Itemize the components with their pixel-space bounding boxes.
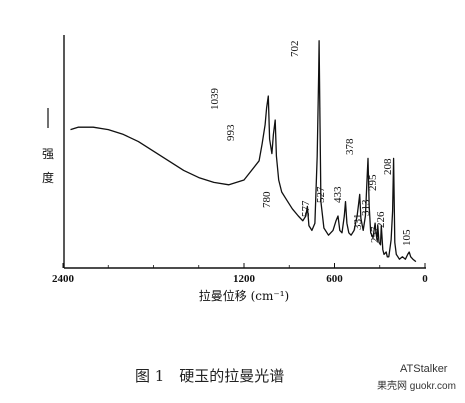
peak-label-433: 433 xyxy=(332,186,344,203)
y-axis-title: 强度 xyxy=(42,147,54,185)
axes xyxy=(47,35,426,269)
peak-label-1039: 1039 xyxy=(209,88,221,111)
x-tick-label: 2400 xyxy=(52,273,75,285)
peak-label-527: 527 xyxy=(315,186,327,203)
watermark-site: 果壳网 guokr.com xyxy=(377,379,456,392)
peak-label-702: 702 xyxy=(289,41,301,58)
figure-caption: 图 1 硬玉的拉曼光谱 xyxy=(135,367,284,385)
peak-label-105: 105 xyxy=(401,229,413,246)
peak-label-257: 257 xyxy=(369,226,381,243)
x-tick-layer: 2400 1200 600 0 xyxy=(52,263,428,285)
peak-label-313: 313 xyxy=(360,199,372,216)
peak-label-993: 993 xyxy=(225,124,237,141)
peak-label-577: 577 xyxy=(300,200,312,217)
peak-label-780: 780 xyxy=(261,191,273,208)
x-tick-label: 0 xyxy=(422,273,428,285)
x-tick-label: 600 xyxy=(326,273,343,285)
x-tick-label: 1200 xyxy=(233,273,256,285)
watermark-user: ATStalker xyxy=(400,363,448,375)
peak-label-295: 295 xyxy=(367,174,379,191)
peak-label-331: 331 xyxy=(352,214,364,231)
peak-label-378: 378 xyxy=(344,138,356,155)
x-axis-title: 拉曼位移 (cm⁻¹) xyxy=(199,288,289,303)
spectrum-line xyxy=(70,40,417,263)
peak-label-208: 208 xyxy=(382,158,394,175)
spectrum-line-layer xyxy=(70,40,417,263)
peak-label-226: 226 xyxy=(375,211,387,228)
